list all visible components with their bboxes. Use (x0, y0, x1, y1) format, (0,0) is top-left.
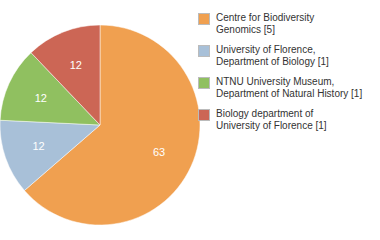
svg-text:63: 63 (153, 146, 165, 158)
html-text:University of Florence [1]: University of Florence [1] (216, 120, 327, 131)
html-text:Biology department of: Biology department of (216, 108, 314, 119)
svg-text:12: 12 (32, 140, 44, 152)
html-text:Department of Biology [1]: Department of Biology [1] (216, 56, 329, 67)
html-text:University of Florence,: University of Florence, (216, 44, 316, 55)
html-text:Centre for Biodiversity: Centre for Biodiversity (216, 12, 315, 23)
html-text:Genomics [5]: Genomics [5] (216, 24, 275, 35)
svg-text:12: 12 (70, 59, 82, 71)
svg-text:12: 12 (35, 92, 47, 104)
html-text:Department of Natural History: Department of Natural History [1] (216, 88, 363, 99)
html-text:NTNU University Museum,: NTNU University Museum, (216, 76, 335, 87)
